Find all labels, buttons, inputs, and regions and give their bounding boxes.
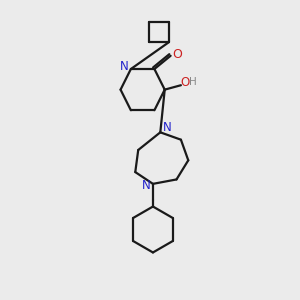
Text: H: H (189, 77, 197, 87)
Text: N: N (142, 179, 151, 192)
Text: O: O (181, 76, 190, 89)
Text: O: O (172, 48, 182, 61)
Text: N: N (162, 122, 171, 134)
Text: N: N (120, 60, 129, 73)
